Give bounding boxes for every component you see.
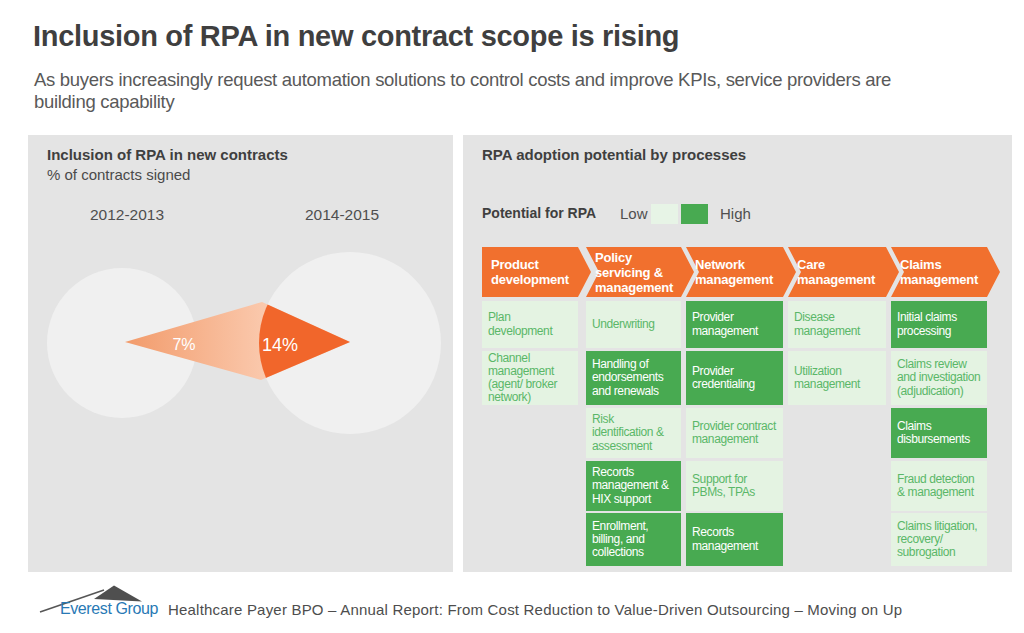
process-cell: Enrollment, billing, and collections	[586, 513, 681, 566]
report-title: Healthcare Payer BPO – Annual Report: Fr…	[168, 601, 902, 618]
process-header: Care management	[797, 247, 883, 297]
process-header: Product development	[491, 247, 575, 297]
value-2012-2013: 7%	[172, 336, 195, 353]
right-panel-title: RPA adoption potential by processes	[482, 146, 746, 163]
contracts-growth-chart: 7% 14%	[28, 135, 453, 572]
process-cell: Utilization management	[788, 351, 886, 405]
process-cell: Claims disbursements	[891, 408, 987, 458]
process-cell: Records management	[686, 513, 783, 566]
high-potential-swatch	[681, 204, 708, 224]
process-cell: Channel management (agent/ broker networ…	[482, 351, 578, 405]
legend-label: Potential for RPA	[482, 205, 596, 221]
everest-group-wordmark: Everest Group	[60, 600, 158, 618]
process-header: Claims management	[900, 247, 984, 297]
page-subtitle: As buyers increasingly request automatio…	[34, 69, 1004, 113]
process-cell: Fraud detection & management	[891, 461, 987, 511]
process-header: Network management	[695, 247, 780, 297]
process-cell: Provider credentialing	[686, 351, 783, 405]
left-panel-title: Inclusion of RPA in new contracts	[47, 146, 288, 163]
period-label-2012-2013: 2012-2013	[67, 206, 187, 224]
process-header: Policy servicing & management	[595, 247, 678, 297]
process-cell: Provider management	[686, 301, 783, 348]
process-cell: Support for PBMs, TPAs	[686, 461, 783, 511]
process-cell: Claims litigation, recovery/ subrogation	[891, 513, 987, 566]
value-2014-2015: 14%	[262, 335, 298, 355]
process-cell: Handling of endorsements and renewals	[586, 351, 681, 405]
process-cell: Records management & HIX support	[586, 461, 681, 511]
legend-low-label: Low	[620, 205, 648, 222]
process-cell: Initial claims processing	[891, 301, 987, 348]
process-cell: Underwriting	[586, 301, 681, 348]
slide: Inclusion of RPA in new contract scope i…	[0, 0, 1024, 633]
process-cell: Provider contract management	[686, 408, 783, 458]
legend-high-label: High	[720, 205, 751, 222]
process-cell: Disease management	[788, 301, 886, 348]
process-cell: Plan development	[482, 301, 578, 348]
low-potential-swatch	[651, 204, 678, 224]
page-title: Inclusion of RPA in new contract scope i…	[33, 20, 679, 53]
left-panel-subtitle: % of contracts signed	[47, 166, 190, 183]
left-panel: 7% 14% Inclusion of RPA in new contracts…	[28, 135, 453, 572]
period-label-2014-2015: 2014-2015	[282, 206, 402, 224]
process-cell: Risk identification & assessment	[586, 408, 681, 458]
process-cell: Claims review and investigation (adjudic…	[891, 351, 987, 405]
right-panel: RPA adoption potential by processes Pote…	[463, 135, 1012, 572]
